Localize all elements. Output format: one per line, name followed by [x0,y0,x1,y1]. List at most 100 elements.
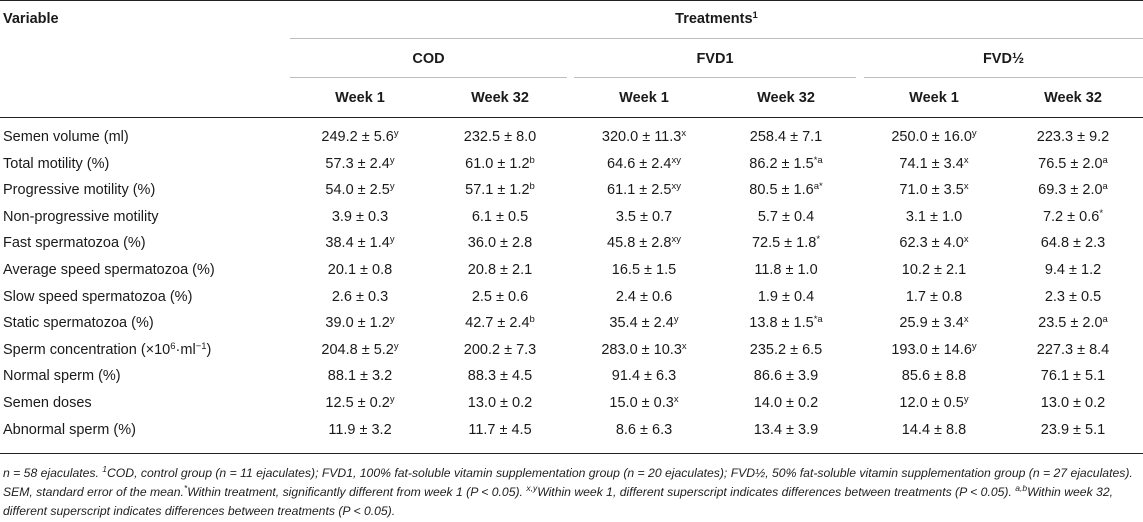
footnote-mark-ab: a,b [1015,483,1028,493]
cell-value: 35.4 ± 2.4 [609,315,674,331]
group-rule-cod [290,77,567,78]
table-cell: 14.0 ± 0.2 [716,394,856,412]
cell-value: 223.3 ± 9.2 [1036,129,1110,145]
cell-value: 2.4 ± 0.6 [615,289,673,305]
week-header: Week 32 [471,90,529,106]
group-rule-fvdhalf [864,77,1143,78]
cell-superscript: b [529,314,535,325]
table-cell: 14.4 ± 8.8 [864,421,1004,439]
table-cell: 9.4 ± 1.2 [1003,261,1143,279]
cell-value: 64.8 ± 2.3 [1040,235,1106,251]
table-cell: 88.3 ± 4.5 [430,367,570,385]
table-cell: 2.4 ± 0.6 [574,288,714,306]
table-cell: 85.6 ± 8.8 [864,367,1004,385]
cell-superscript: x [673,394,679,405]
row-label-text: Semen doses [3,395,92,411]
cell-superscript: y [971,128,977,139]
row-label: Total motility (%) [3,155,109,173]
group-header-fvd1: FVD1 [696,51,734,67]
cell-value: 12.0 ± 0.5 [899,395,964,411]
cell-value: 235.2 ± 6.5 [749,342,823,358]
cell-superscript: x [963,314,969,325]
table-cell: 193.0 ± 14.6y [864,341,1004,359]
cell-value: 250.0 ± 16.0 [891,129,972,145]
row-label: Sperm concentration (×106·ml−1) [3,341,211,359]
row-label: Semen doses [3,394,92,412]
row-label-sup: 6 [170,341,176,352]
cell-value: 61.1 ± 2.5 [607,182,672,198]
row-label-text: Static spermatozoa (%) [3,315,154,331]
table-cell: 320.0 ± 11.3x [574,128,714,146]
cell-superscript: *a [813,155,823,166]
table-cell: 72.5 ± 1.8* [716,234,856,252]
cell-value: 76.1 ± 5.1 [1040,368,1106,384]
cell-value: 57.1 ± 1.2 [465,182,530,198]
cell-superscript: b [529,181,535,192]
cell-value: 25.9 ± 3.4 [899,315,964,331]
cell-value: 69.3 ± 2.0 [1038,182,1103,198]
cell-value: 11.8 ± 1.0 [754,262,818,278]
cell-value: 227.3 ± 8.4 [1036,342,1110,358]
table-cell: 69.3 ± 2.0a [1003,181,1143,199]
row-label-text: Total motility (%) [3,156,110,172]
cell-value: 1.7 ± 0.8 [905,289,963,305]
footnote-mark-xy: x,y [526,483,538,493]
week-header: Week 1 [909,90,959,106]
cell-superscript: b [529,155,535,166]
treatments-title: Treatments [675,11,753,27]
cell-value: 13.8 ± 1.5 [749,315,814,331]
cell-value: 64.6 ± 2.4 [607,156,672,172]
cell-value: 80.5 ± 1.6 [749,182,814,198]
cell-value: 13.4 ± 3.9 [753,422,819,438]
footnote-week1: Within week 1, different superscript ind… [537,485,1016,499]
row-label-text: Non-progressive motility [3,209,159,225]
cell-superscript: y [389,314,395,325]
cell-value: 88.3 ± 4.5 [467,368,533,384]
table-cell: 10.2 ± 2.1 [864,261,1004,279]
cell-value: 249.2 ± 5.6 [321,129,394,145]
row-label-text: Semen volume (ml) [3,129,129,145]
footnote-within-treatment: Within treatment, significantly differen… [187,485,527,499]
treatments-header: Treatments1 [290,10,1143,28]
cell-value: 11.7 ± 4.5 [468,422,532,438]
footnote-mark-1: 1 [102,464,107,474]
table-cell: 91.4 ± 6.3 [574,367,714,385]
row-label-text: Sperm concentration (×10 [3,342,171,358]
group-header-fvdhalf: FVD½ [982,51,1025,67]
cell-value: 14.0 ± 0.2 [753,395,819,411]
table-cell: 3.9 ± 0.3 [290,208,430,226]
cell-value: 88.1 ± 3.2 [327,368,393,384]
cell-value: 193.0 ± 14.6 [891,342,972,358]
bottom-rule [0,453,1143,454]
row-label-text: Progressive motility (%) [3,182,156,198]
row-label: Slow speed spermatozoa (%) [3,288,192,306]
cell-value: 38.4 ± 1.4 [325,235,390,251]
cell-superscript: a* [813,181,823,192]
cell-value: 9.4 ± 1.2 [1044,262,1102,278]
table-cell: 23.5 ± 2.0a [1003,314,1143,332]
table-cell: 3.5 ± 0.7 [574,208,714,226]
row-label: Abnormal sperm (%) [3,421,136,439]
cell-value: 232.5 ± 8.0 [463,129,537,145]
cell-value: 23.9 ± 5.1 [1040,422,1106,438]
cell-value: 204.8 ± 5.2 [321,342,394,358]
footnote-groups: COD, control group (n = 11 ejaculates); … [3,466,1133,499]
cell-superscript: a [1102,155,1108,166]
cell-value: 7.2 ± 0.6 [1042,209,1100,225]
row-label-unit: ·ml [175,342,196,358]
cell-superscript: y [389,155,395,166]
cell-value: 16.5 ± 1.5 [611,262,677,278]
table-cell: 42.7 ± 2.4b [430,314,570,332]
cell-superscript: x [963,155,969,166]
table-cell: 8.6 ± 6.3 [574,421,714,439]
table-cell: 232.5 ± 8.0 [430,128,570,146]
table-cell: 86.6 ± 3.9 [716,367,856,385]
table-cell: 11.8 ± 1.0 [716,261,856,279]
cell-value: 258.4 ± 7.1 [749,129,823,145]
cell-superscript: y [389,181,395,192]
cell-superscript: x [963,181,969,192]
cell-superscript: x [681,128,687,139]
table-cell: 88.1 ± 3.2 [290,367,430,385]
table-cell: 249.2 ± 5.6y [290,128,430,146]
